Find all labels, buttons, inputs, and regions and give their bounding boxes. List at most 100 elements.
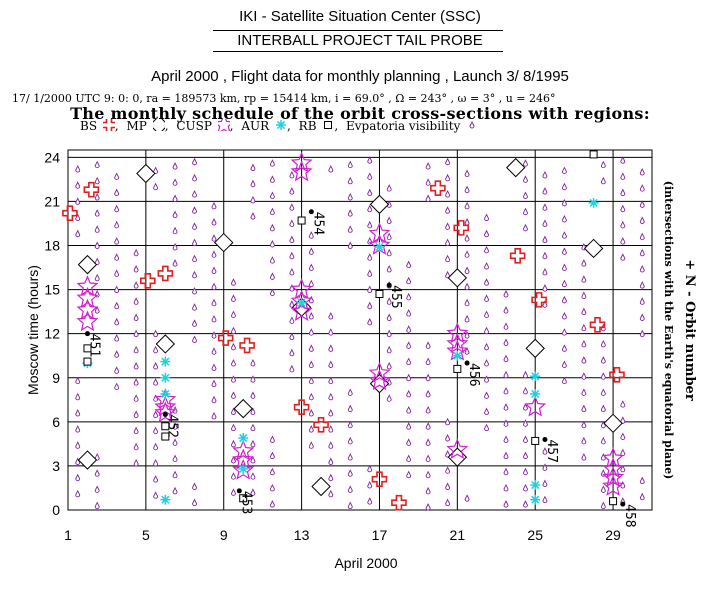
visibility-mark: [542, 495, 548, 504]
visibility-mark: [484, 213, 489, 222]
bs-point: [531, 292, 547, 308]
visibility-mark: [561, 376, 567, 385]
right-axis-label: + N - Orbit number: [682, 259, 697, 401]
cusp-point: [232, 439, 255, 461]
orbit-number-label: 452: [164, 414, 179, 437]
visibility-mark: [308, 392, 314, 401]
visibility-mark: [114, 188, 120, 197]
visibility-mark: [503, 386, 509, 395]
cusp-point: [446, 438, 469, 460]
bs-point: [609, 367, 625, 383]
visibility-mark: [153, 394, 159, 402]
visibility-mark: [231, 391, 236, 399]
y-tick-label: 3: [52, 458, 60, 474]
cusp-point: [446, 332, 469, 354]
legend-separator: ,: [164, 119, 173, 133]
visibility-mark: [172, 226, 178, 235]
visibility-mark: [542, 251, 548, 260]
visibility-mark: [231, 278, 236, 286]
rb-point: [589, 150, 598, 159]
visibility-mark: [153, 182, 159, 191]
visibility-mark: [523, 435, 528, 443]
visibility-mark: [231, 488, 236, 496]
visibility-mark: [269, 175, 275, 183]
visibility-mark: [600, 160, 606, 169]
visibility-mark: [542, 267, 548, 276]
visibility-mark: [347, 209, 353, 217]
visibility-mark: [425, 422, 431, 430]
cusp-point: [446, 322, 469, 344]
visibility-mark: [464, 266, 470, 274]
visibility-mark: [561, 295, 567, 304]
visibility-mark: [250, 195, 256, 204]
visibility-mark: [250, 375, 256, 383]
visibility-mark: [542, 170, 548, 179]
visibility-mark: [250, 359, 256, 367]
y-axis-label: Moscow time (hours): [25, 265, 41, 395]
mp-point: [447, 268, 468, 288]
visibility-mark: [172, 422, 178, 430]
visibility-mark: [425, 438, 431, 446]
visibility-mark: [133, 265, 139, 273]
visibility-mark: [600, 176, 606, 185]
visibility-mark: [425, 389, 431, 398]
visibility-mark: [114, 317, 120, 326]
visibility-mark: [289, 203, 295, 211]
visibility-mark: [639, 329, 645, 338]
visibility-mark: [153, 442, 159, 451]
visibility-mark: [308, 409, 314, 417]
visibility-mark: [600, 501, 606, 510]
visibility-mark: [231, 359, 236, 367]
aur-point: [160, 372, 171, 383]
visibility-mark: [464, 494, 470, 502]
orbit-parameters: 17/ 1/2000 UTC 9: 0: 0, ra = 189573 km, …: [12, 92, 556, 105]
visibility-mark: [153, 491, 159, 499]
cusp-point: [602, 447, 625, 468]
visibility-mark: [523, 370, 528, 379]
visibility-mark: [211, 395, 217, 404]
visibility-mark: [464, 201, 470, 210]
visibility-mark: [133, 442, 139, 451]
visibility-mark: [94, 193, 100, 201]
visibility-mark: [192, 287, 197, 295]
visibility-mark: [600, 485, 606, 493]
visibility-mark: [542, 203, 548, 211]
visibility-mark: [581, 356, 587, 364]
visibility-mark: [484, 310, 489, 319]
legend-item-mp: MP ,: [127, 115, 175, 135]
visibility-mark: [75, 165, 81, 173]
visibility-mark: [406, 276, 412, 285]
legend-item-rb: RB ,: [299, 119, 344, 133]
visibility-mark: [464, 314, 470, 323]
visibility-mark: [620, 237, 626, 245]
cusp-point: [368, 222, 391, 244]
visibility-mark: [639, 476, 645, 485]
aur-point: [588, 197, 599, 208]
visibility-mark: [639, 313, 645, 321]
visibility-mark: [347, 225, 353, 233]
bs-point: [217, 330, 234, 346]
visibility-mark: [639, 232, 645, 241]
visibility-mark: [620, 156, 626, 164]
visibility-mark: [172, 438, 178, 446]
visibility-mark: [328, 312, 334, 320]
y-tick-label: 21: [44, 193, 60, 209]
aur-point: [238, 433, 249, 443]
visibility-mark: [347, 176, 353, 185]
asterisk-icon: [276, 120, 287, 130]
visibility-mark: [639, 492, 645, 501]
visibility-mark: [75, 229, 81, 238]
title-rule-top: [213, 30, 503, 31]
visibility-mark: [94, 485, 100, 493]
visibility-mark: [425, 162, 431, 170]
visibility-mark: [523, 451, 528, 460]
visibility-mark: [172, 178, 178, 186]
visibility-mark: [367, 481, 373, 489]
visibility-mark: [484, 407, 489, 415]
visibility-mark: [153, 378, 159, 386]
visibility-mark: [386, 216, 392, 224]
visibility-mark: [289, 187, 295, 195]
cusp-point: [154, 395, 177, 417]
visibility-mark: [308, 376, 314, 385]
visibility-mark: [425, 406, 431, 414]
